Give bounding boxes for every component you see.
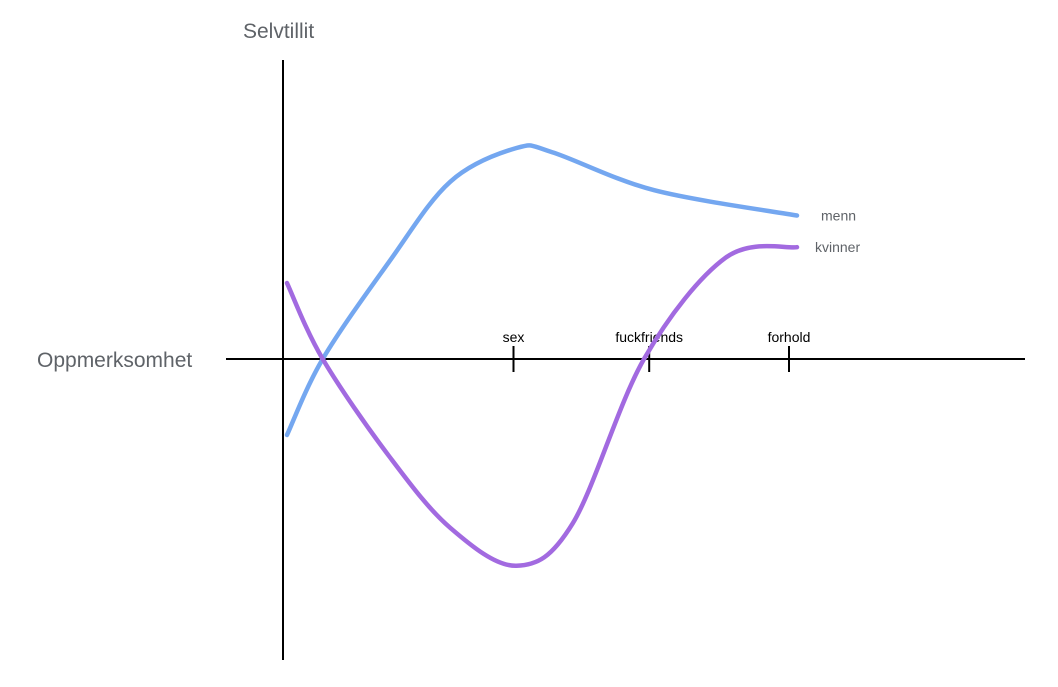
series-label-kvinner: kvinner — [815, 239, 860, 255]
x-tick-label: sex — [503, 329, 525, 345]
x-tick-label: fuckfriends — [615, 329, 683, 345]
x-ticks: sex fuckfriends forhold — [503, 329, 811, 372]
series-group: menn kvinner — [284, 143, 860, 569]
series-label-menn: menn — [821, 208, 856, 224]
x-tick-label: forhold — [768, 329, 811, 345]
series-line-menn — [284, 143, 800, 438]
y-axis-title: Selvtillit — [243, 20, 314, 43]
series-line-kvinner — [284, 243, 800, 569]
x-axis-title: Oppmerksomhet — [37, 349, 192, 372]
